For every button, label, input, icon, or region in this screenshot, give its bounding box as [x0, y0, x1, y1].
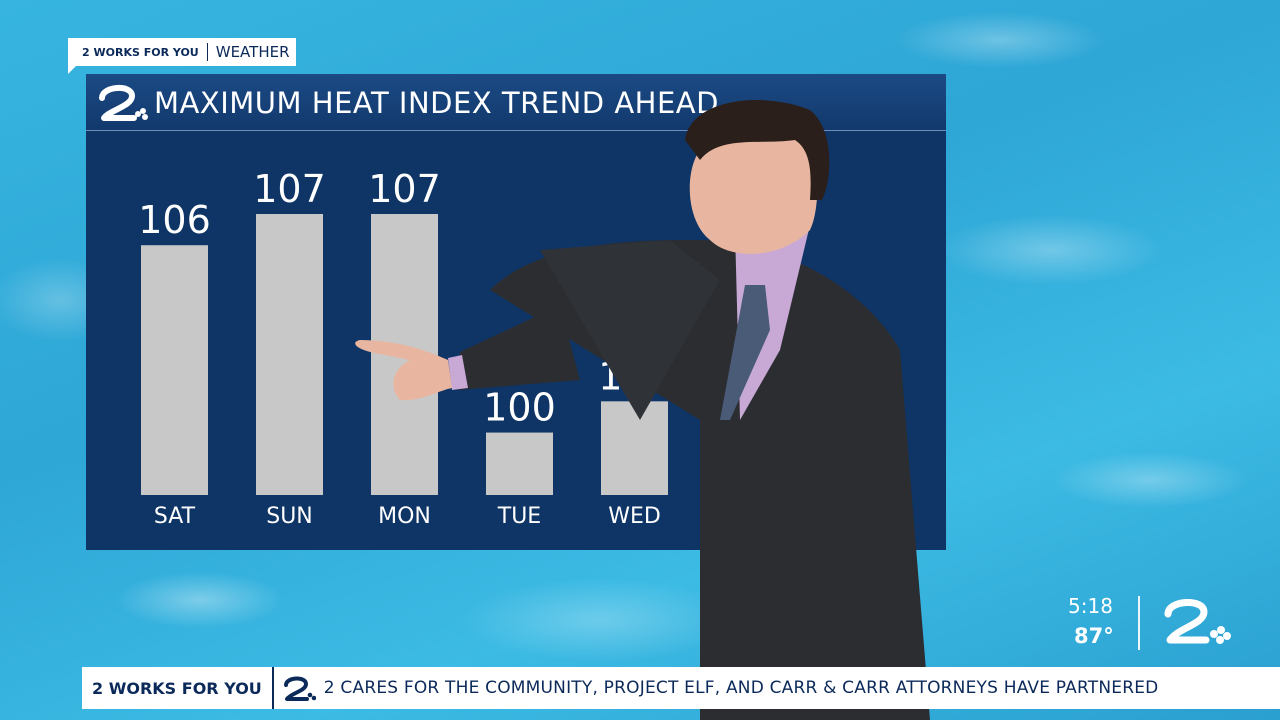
- current-temp: 87°: [1074, 624, 1114, 648]
- value-label-mon: 107: [368, 167, 441, 211]
- tag-pointer: [68, 66, 76, 74]
- channel-2-logo-icon: [283, 676, 316, 701]
- bar-sun: [256, 214, 323, 495]
- category-label-sat: SAT: [154, 504, 196, 529]
- bar-chart: 106SAT107SUN107MON100TUE101WED: [138, 167, 671, 529]
- category-label-mon: MON: [378, 504, 431, 529]
- category-label-tue: TUE: [497, 504, 541, 529]
- clock-time: 5:18: [1068, 594, 1113, 618]
- peacock-icon: [1210, 626, 1231, 644]
- category-label-sun: SUN: [266, 504, 313, 529]
- bar-wed: [601, 401, 668, 495]
- section-tag: 2 WORKS FOR YOU WEATHER: [68, 38, 296, 66]
- time-temp-bug: 5:18 87°: [1060, 594, 1231, 654]
- news-ticker: 2 WORKS FOR YOU 2 CARES FOR THE COMMUNIT…: [82, 667, 1280, 709]
- category-label-wed: WED: [608, 504, 661, 529]
- chart-title: MAXIMUM HEAT INDEX TREND AHEAD: [154, 86, 719, 120]
- channel-2-logo-icon: [1164, 598, 1231, 644]
- value-label-tue: 100: [483, 386, 556, 430]
- channel-2-logo-icon: [99, 85, 148, 121]
- value-label-sun: 107: [253, 167, 326, 211]
- bar-sat: [141, 245, 208, 495]
- value-label-sat: 106: [138, 198, 211, 242]
- bar-tue: [486, 432, 553, 495]
- ticker-headline: 2 CARES FOR THE COMMUNITY, PROJECT ELF, …: [323, 678, 1159, 698]
- tag-brand: 2 WORKS FOR YOU: [82, 45, 199, 59]
- meteorologist-figure: [355, 100, 930, 720]
- tag-divider: [206, 43, 208, 61]
- tag-section: WEATHER: [215, 43, 290, 61]
- ticker-brand: 2 WORKS FOR YOU: [82, 667, 274, 709]
- bug-divider: [1138, 596, 1140, 650]
